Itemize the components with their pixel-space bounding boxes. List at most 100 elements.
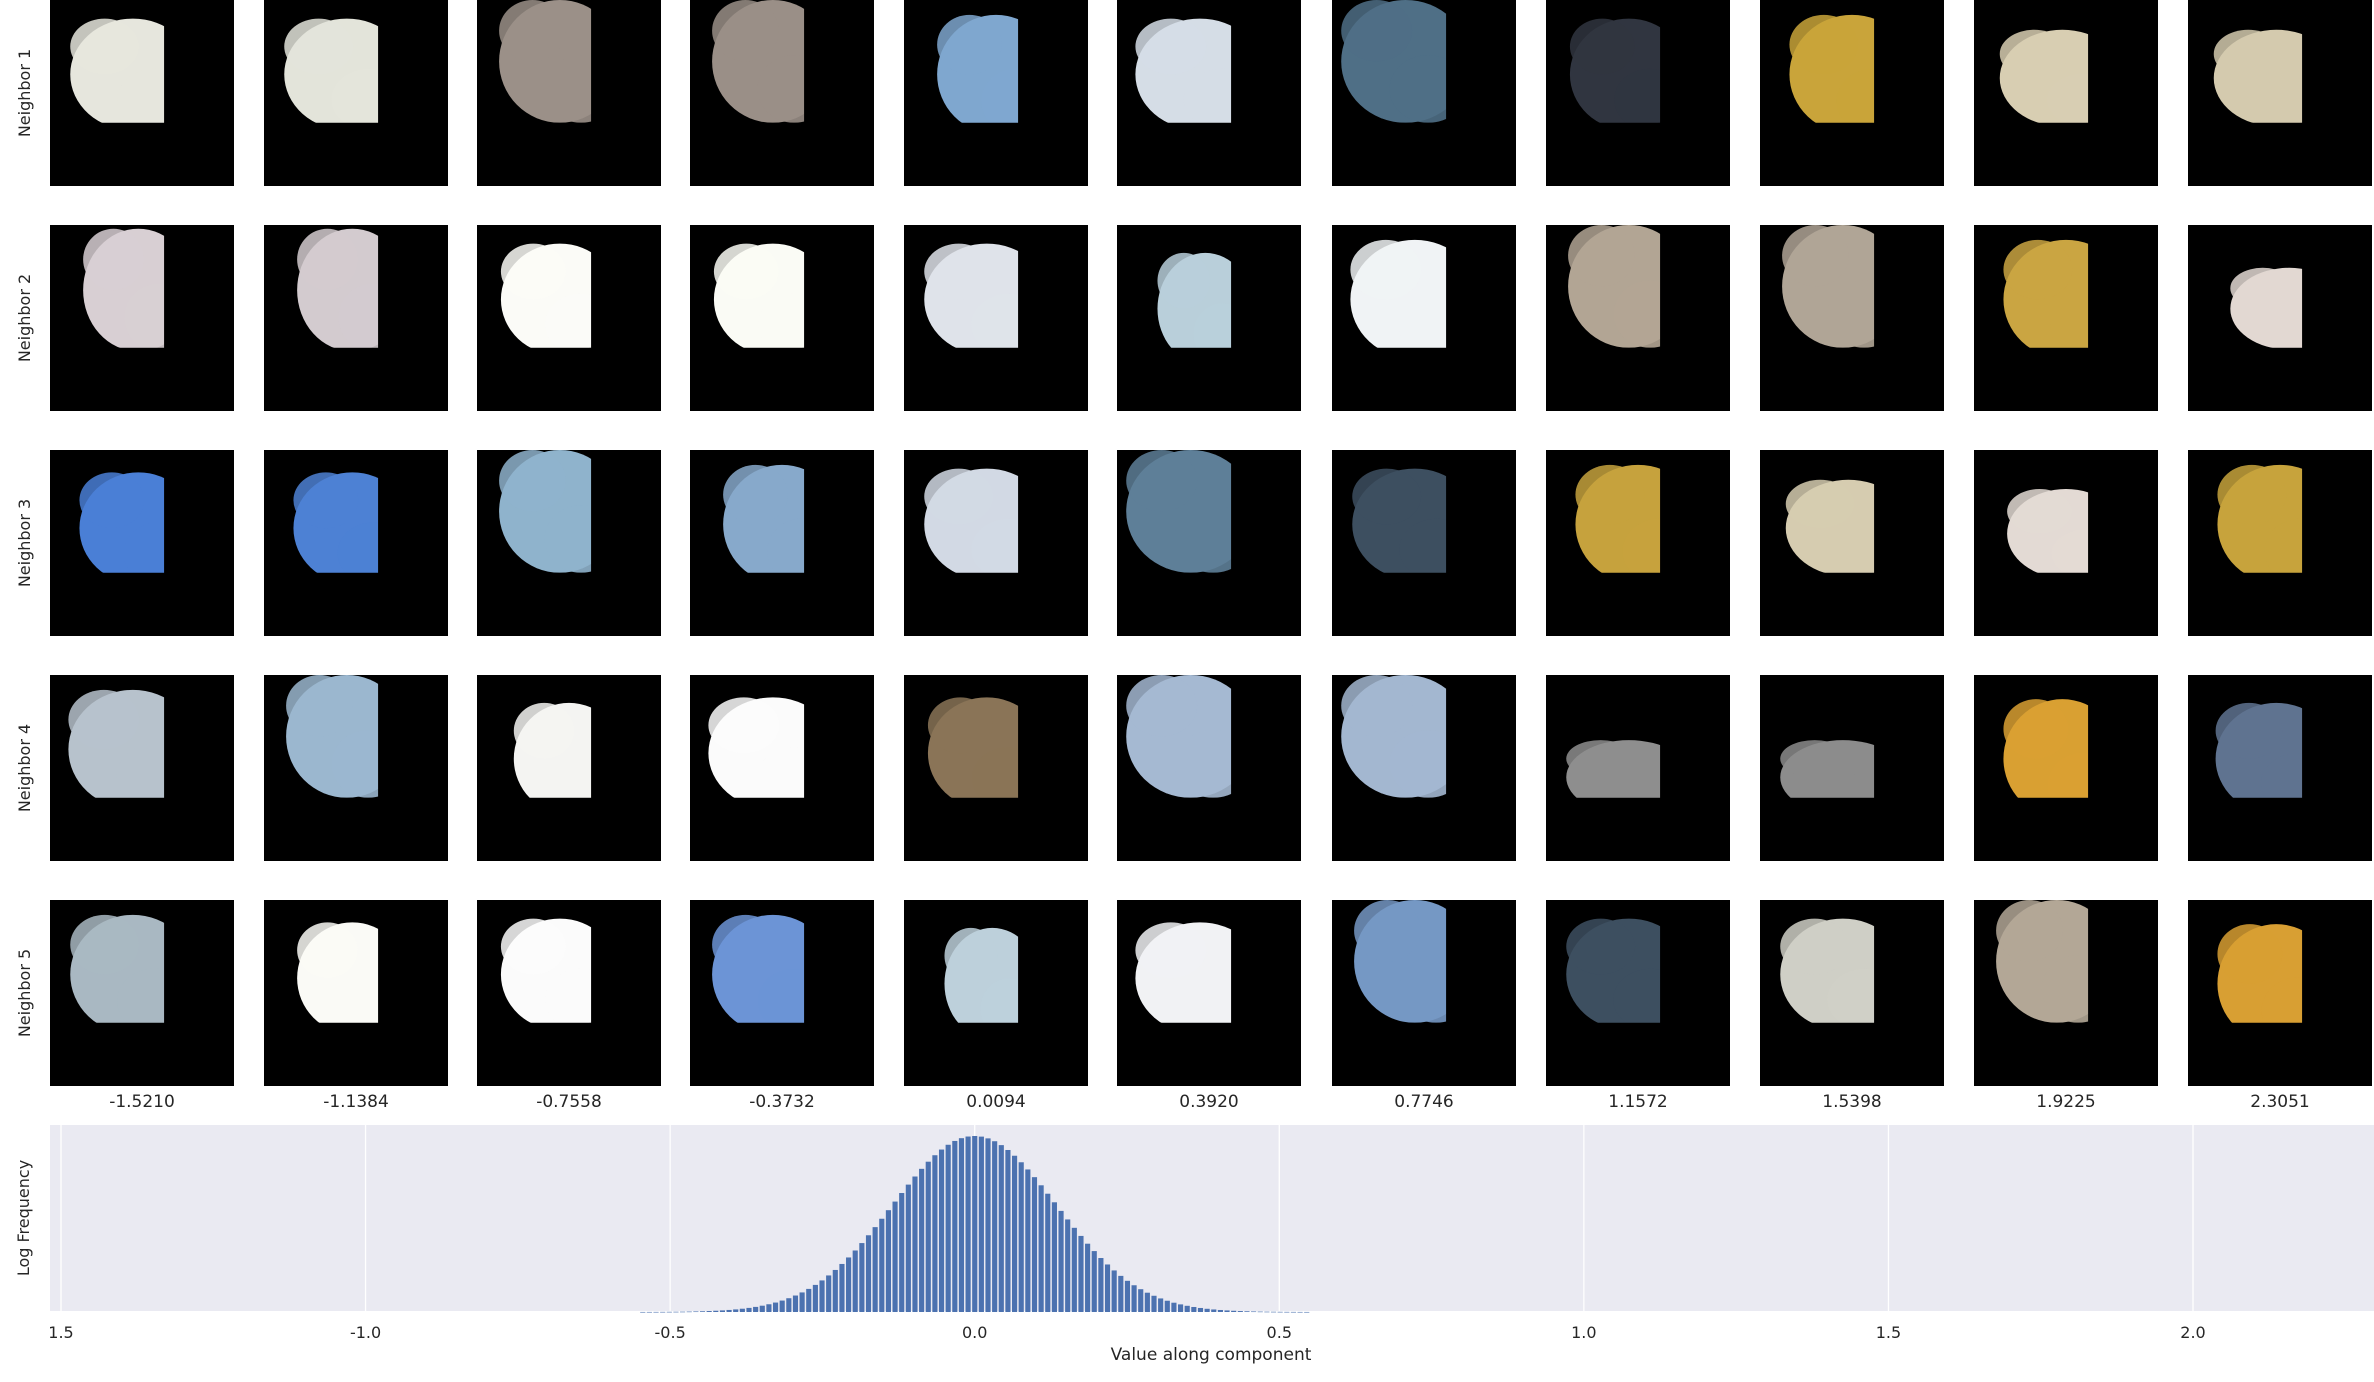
neighbor-tile — [1117, 675, 1301, 861]
masked-region-fragment — [1157, 252, 1211, 309]
masked-region-fragment — [1996, 900, 2063, 962]
masked-region-fragment — [1126, 450, 1198, 512]
histogram-bar — [859, 1243, 865, 1312]
neighbor-tile — [904, 900, 1088, 1086]
tile-mask — [690, 797, 874, 861]
histogram-bar — [992, 1141, 998, 1312]
masked-region-fragment — [712, 0, 779, 62]
row-label: Neighbor 4 — [15, 724, 34, 812]
histogram-bar — [1304, 1311, 1310, 1313]
masked-region-fragment — [297, 922, 358, 979]
column-value-label: 0.3920 — [1179, 1092, 1238, 1112]
histogram-bar — [1158, 1298, 1164, 1312]
tile-mask — [1117, 347, 1301, 411]
tile-mask — [904, 1022, 1088, 1086]
neighbor-tile — [264, 675, 448, 861]
histogram-bar — [1244, 1311, 1250, 1312]
histogram-bar — [1277, 1311, 1283, 1313]
neighbor-tile — [2188, 450, 2372, 636]
tile-mask — [477, 347, 661, 411]
column-value-label: 1.1572 — [1608, 1092, 1667, 1112]
masked-region-fragment — [1354, 900, 1421, 962]
histogram-bar — [1177, 1304, 1184, 1312]
masked-region-fragment — [1789, 14, 1859, 75]
tile-mask — [2188, 797, 2372, 861]
neighbor-tile — [264, 900, 448, 1086]
neighbor-tile — [2188, 225, 2372, 411]
histogram-bar — [1045, 1193, 1051, 1312]
row-labels: Neighbor 1 Neighbor 2 Neighbor 3 Neighbor 4… — [15, 49, 34, 1037]
tile-mask — [904, 122, 1088, 186]
column-value-label: -1.1384 — [323, 1092, 389, 1112]
tile-mask — [1546, 1022, 1730, 1086]
tile-mask — [1546, 572, 1730, 636]
tile-mask — [1117, 1022, 1301, 1086]
neighbor-tile — [2188, 675, 2372, 861]
tile-mask — [2188, 572, 2372, 636]
x-tick-label: 1.5 — [48, 1323, 73, 1342]
tile-mask — [690, 572, 874, 636]
histogram-bar — [646, 1311, 652, 1313]
histogram-bar — [1144, 1292, 1150, 1312]
neighbor-tile — [690, 675, 874, 861]
tile-mask — [1546, 122, 1730, 186]
masked-region-fragment — [2230, 267, 2296, 309]
column-value-label: -0.7558 — [536, 1092, 602, 1112]
neighbor-tile — [264, 450, 448, 636]
row-label: Neighbor 1 — [15, 49, 34, 137]
histogram-bar — [1104, 1264, 1111, 1312]
masked-region-fragment — [1569, 18, 1635, 75]
tile-mask — [904, 347, 1088, 411]
neighbor-tile — [1760, 0, 1944, 186]
row-label: Neighbor 3 — [15, 499, 34, 587]
column-value-label: 1.5398 — [1822, 1092, 1881, 1112]
histogram-bar — [1164, 1300, 1170, 1312]
histogram-bar — [666, 1311, 672, 1313]
neighbor-tile — [690, 225, 874, 411]
neighbor-tile — [1974, 900, 2158, 1086]
masked-region-fragment — [1780, 740, 1850, 778]
masked-region-fragment — [2217, 924, 2283, 984]
column-value-label: -1.5210 — [109, 1092, 175, 1112]
histogram-bar — [885, 1210, 891, 1312]
histogram-bar — [1224, 1310, 1230, 1312]
x-tick-label: 0.0 — [962, 1323, 987, 1342]
x-tick-label: 1.0 — [1571, 1323, 1596, 1342]
histogram-bar — [892, 1201, 898, 1312]
histogram-bar — [1217, 1309, 1223, 1312]
histogram-bar — [952, 1140, 958, 1312]
histogram-bar — [1237, 1311, 1243, 1312]
histogram-bar — [1197, 1307, 1204, 1312]
tile-mask — [1974, 797, 2158, 861]
tile-mask — [690, 1022, 874, 1086]
neighbor-tile — [1332, 450, 1516, 636]
y-axis-label: Log Frequency — [14, 1160, 33, 1276]
column-value-label: 1.9225 — [2036, 1092, 2095, 1112]
masked-region-fragment — [284, 18, 354, 75]
histogram-gridlines — [60, 1125, 2194, 1311]
tile-mask — [477, 122, 661, 186]
masked-region-fragment — [2217, 464, 2287, 525]
histogram-bar — [1065, 1219, 1071, 1312]
histogram-bar — [660, 1311, 666, 1313]
masked-region-fragment — [1566, 740, 1636, 778]
neighbor-tile — [904, 675, 1088, 861]
masked-region-fragment — [924, 468, 994, 525]
masked-region-fragment — [2003, 239, 2073, 300]
tile-mask — [1117, 122, 1301, 186]
tile-mask — [264, 797, 448, 861]
masked-region-fragment — [1135, 18, 1207, 75]
histogram-bar — [1138, 1289, 1144, 1312]
tile-mask — [1974, 572, 2158, 636]
tile-mask — [50, 122, 234, 186]
histogram-bar — [1270, 1311, 1277, 1313]
histogram-bar — [1211, 1309, 1217, 1312]
x-tick-label: 1.5 — [1876, 1323, 1901, 1342]
neighbor-image-grid — [50, 0, 2372, 1086]
histogram-bar — [792, 1295, 799, 1312]
histogram-bar — [985, 1138, 991, 1312]
neighbor-tile — [1760, 225, 1944, 411]
histogram-bar — [1264, 1311, 1270, 1313]
histogram-bar — [912, 1176, 918, 1312]
masked-region-fragment — [293, 472, 359, 529]
